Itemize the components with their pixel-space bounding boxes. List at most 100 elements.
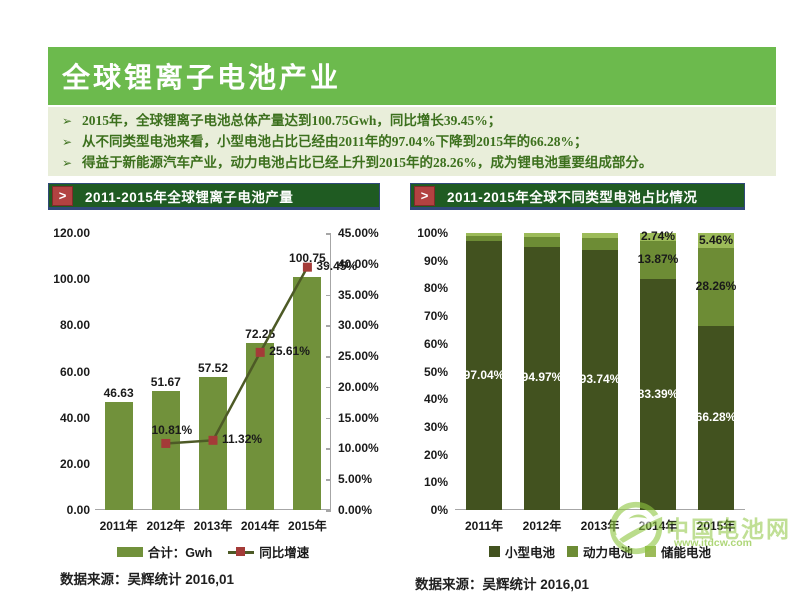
y-axis-right-tick <box>326 479 331 481</box>
y-axis-right-tick <box>326 233 331 235</box>
stacked-segment-小型电池 <box>698 326 734 510</box>
bullet-text: 从不同类型电池来看，小型电池占比已经由2011年的97.04%下降到2015年的… <box>82 134 588 149</box>
x-axis-label: 2015年 <box>288 519 327 533</box>
bullet-item: ➢ 得益于新能源汽车产业，动力电池占比已经上升到2015年的28.26%，成为锂… <box>62 153 766 174</box>
bullet-item: ➢ 从不同类型电池来看，小型电池占比已经由2011年的97.04%下降到2015… <box>62 132 766 153</box>
banner-arrow-icon: > <box>52 185 73 206</box>
segment-value-label: 28.26% <box>695 279 737 294</box>
segment-value-label: 13.87% <box>637 251 679 266</box>
growth-line-layer <box>161 262 312 448</box>
combo-chart-legend: 合计：Gwh 同比增速 <box>95 542 331 561</box>
x-axis-label: 2014年 <box>240 519 280 533</box>
y-axis-right-label: 40.00% <box>338 256 379 271</box>
bullet-arrow-icon: ➢ <box>62 135 73 149</box>
y-axis-label: 60% <box>423 336 448 351</box>
growth-marker <box>161 438 171 448</box>
y-axis-right-tick <box>326 510 331 512</box>
stacked-segment-储能电池 <box>582 233 618 238</box>
bullet-arrow-icon: ➢ <box>62 114 73 128</box>
x-axis-label: 2011年 <box>99 519 138 533</box>
stacked-segment-动力电池 <box>640 240 676 279</box>
stacked-segment-小型电池 <box>582 250 618 510</box>
growth-value-label: 39.45% <box>316 259 358 274</box>
legend-item-动力电池: 动力电池 <box>566 542 633 561</box>
bullet-box: ➢ 2015年，全球锂离子电池总体产量达到100.75Gwh，同比增长39.45… <box>48 107 776 176</box>
legend-square-swatch <box>645 546 656 557</box>
y-axis-right-tick <box>326 325 331 327</box>
right-data-source: 数据来源：吴辉统计 2016,01 <box>415 577 590 592</box>
growth-marker <box>208 435 218 445</box>
y-axis-left-label: 80.00 <box>59 318 90 333</box>
y-axis-left-label: 60.00 <box>59 364 90 379</box>
y-axis-label: 0% <box>430 503 448 517</box>
y-axis-right-tick <box>326 386 331 389</box>
segment-value-label: 97.04% <box>463 367 505 382</box>
y-axis-right-tick <box>326 294 331 297</box>
x-axis-label: 2015年 <box>696 519 736 533</box>
stacked-segment-储能电池 <box>698 233 734 249</box>
right-chart-title: 2011-2015年全球不同类型电池占比情况 <box>447 189 698 205</box>
stacked-segment-小型电池 <box>524 246 560 510</box>
bar-value-label: 46.63 <box>103 386 134 401</box>
legend-label: 小型电池 <box>504 546 555 560</box>
bullet-item: ➢ 2015年，全球锂离子电池总体产量达到100.75Gwh，同比增长39.45… <box>62 111 766 132</box>
x-axis-label: 2013年 <box>580 519 620 533</box>
segment-value-label: 93.74% <box>579 372 621 387</box>
y-axis-right-label: 5.00% <box>338 472 373 487</box>
bullet-text: 2015年，全球锂离子电池总体产量达到100.75Gwh，同比增长39.45%； <box>82 113 502 128</box>
bar-value-label: 100.75 <box>289 251 326 266</box>
segment-value-label: 5.46% <box>698 232 734 247</box>
bullet-arrow-icon: ➢ <box>62 156 73 170</box>
growth-marker <box>255 347 265 357</box>
battery-type-stacked-chart: 97.04% 94.97% 93.74% 83.39% 13.87% 2.74% 66.28… <box>410 215 800 565</box>
y-axis-right-tick <box>326 356 331 358</box>
y-axis-label: 20% <box>423 447 448 462</box>
right-chart-banner: > 2011-2015年全球不同类型电池占比情况 <box>410 183 745 210</box>
stacked-segment-动力电池 <box>582 237 618 251</box>
legend-label: 动力电池 <box>582 546 633 560</box>
combo-chart-plot-area: 46.63 51.67 57.52 72.25 100.75 10.81% 11.32% 25… <box>95 233 357 510</box>
y-axis-right-label: 45.00% <box>338 226 379 240</box>
growth-marker <box>302 262 312 272</box>
segment-value-label: 66.28% <box>695 410 737 425</box>
stacked-segment-动力电池 <box>698 248 734 327</box>
y-axis-label: 70% <box>423 309 448 324</box>
y-axis-label: 40% <box>423 392 448 407</box>
y-axis-label: 30% <box>423 419 448 434</box>
stacked-segment-储能电池 <box>466 233 502 236</box>
legend-square-swatch <box>488 546 500 557</box>
legend-line-marker <box>236 547 246 556</box>
y-axis-right-label: 0.00% <box>338 503 373 517</box>
slide-header: 全球锂离子电池产业 <box>48 47 776 105</box>
x-axis-label: 2013年 <box>193 519 233 533</box>
y-axis-label: 100% <box>417 226 448 240</box>
y-axis-right-label: 15.00% <box>338 410 379 425</box>
production-combo-chart: 46.63 51.67 57.52 72.25 100.75 10.81% 11.32% 25… <box>48 215 446 565</box>
legend-label: 储能电池 <box>661 546 712 560</box>
x-axis-label: 2011年 <box>464 519 504 533</box>
stacked-segment-小型电池 <box>466 241 502 510</box>
y-axis-right-tick <box>326 417 331 420</box>
stacked-segment-动力电池 <box>466 235 502 242</box>
stacked-segment-储能电池 <box>524 233 560 237</box>
left-chart-banner: > 2011-2015年全球锂离子电池产量 <box>48 183 380 210</box>
bar-value-label: 51.67 <box>150 374 181 389</box>
segment-value-label: 83.39% <box>637 386 679 401</box>
y-axis-right-tick <box>326 448 331 450</box>
legend-bar-swatch <box>116 546 143 557</box>
y-axis-right-label: 25.00% <box>338 349 379 364</box>
production-bar <box>104 402 133 510</box>
legend-item-小型电池: 小型电池 <box>488 542 555 561</box>
legend-line-swatch <box>228 546 255 557</box>
legend-square-swatch <box>566 546 578 557</box>
page-title: 全球锂离子电池产业 <box>62 63 342 94</box>
y-axis-right-label: 35.00% <box>338 287 379 302</box>
legend-label: 同比增速 <box>259 546 310 560</box>
y-axis-left-label: 0.00 <box>66 503 90 517</box>
bar-value-label: 57.52 <box>197 361 229 376</box>
banner-arrow-icon: > <box>414 185 435 206</box>
growth-value-label: 11.32% <box>222 432 263 447</box>
production-bar <box>293 277 322 510</box>
legend-label: 合计：Gwh <box>147 546 213 560</box>
